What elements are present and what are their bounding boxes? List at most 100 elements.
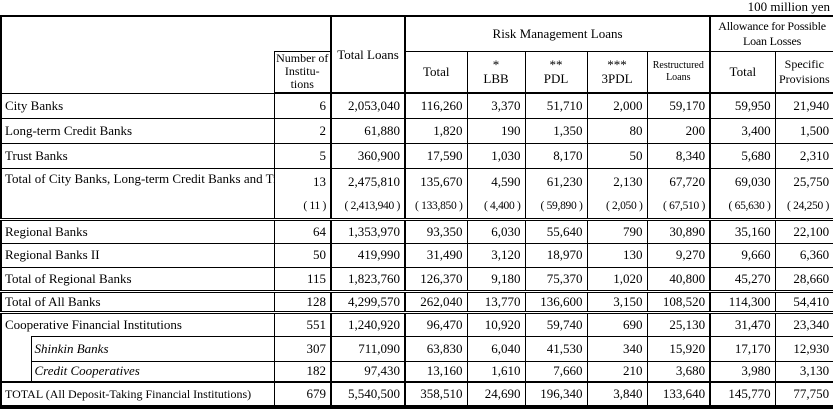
value-cell: 1,820 — [404, 117, 468, 144]
header-3pdl: *** 3PDL — [586, 50, 648, 94]
header-corner-lower — [1, 51, 274, 93]
value-cell: 790 — [586, 217, 648, 244]
value-cell: 200 — [646, 117, 711, 144]
value-paren: ( 2,413,940 ) — [344, 199, 401, 212]
value-cell: 190 — [466, 117, 526, 144]
value-cell: 6,360 — [774, 242, 833, 268]
value-cell: 77,750 — [774, 381, 833, 408]
header-restructured-loans: Restructured Loans — [646, 50, 711, 94]
value-cell: 130 — [586, 242, 648, 268]
value-paren: ( 67,510 ) — [663, 199, 706, 212]
header-allowance-total: Total — [709, 50, 776, 94]
value-cell: 25,750 ( 24,250 ) — [774, 167, 833, 220]
value-cell: 31,490 — [404, 242, 468, 268]
value-cell: 679 — [273, 381, 332, 408]
value-cell: 1,823,760 — [330, 266, 406, 292]
value-cell: 115 — [273, 266, 332, 292]
value-cell: 1,610 — [466, 360, 526, 383]
value-cell: 25,130 — [646, 310, 711, 337]
value-cell: 5 — [273, 142, 332, 169]
row-label: Regional Banks II — [0, 242, 275, 268]
value-cell: 96,470 — [404, 310, 468, 337]
value: 2,475,810 — [348, 173, 401, 189]
row-regional-banks: Regional Banks 64 1,353,970 93,350 6,030… — [0, 217, 833, 244]
value-cell: 136,600 — [524, 289, 588, 313]
header-rml-total: Total — [404, 50, 468, 94]
value-cell: 17,170 — [709, 335, 776, 362]
row-label: Cooperative Financial Institutions — [0, 310, 275, 336]
value-cell: 22,100 — [774, 217, 833, 244]
value-cell: 126,370 — [404, 266, 468, 292]
value-cell: 13 ( 11 ) — [273, 167, 332, 220]
value-cell: 31,470 — [709, 310, 776, 337]
value-cell: 340 — [586, 335, 648, 362]
value-cell: 210 — [586, 360, 648, 383]
value-cell: 419,990 — [330, 242, 406, 268]
value-cell: 2,310 — [774, 142, 833, 169]
row-total-all-banks: Total of All Banks 128 4,299,570 262,040… — [0, 289, 833, 313]
indent-spacer — [1, 336, 31, 361]
value-cell: 1,353,970 — [330, 217, 406, 244]
header-pdl: ** PDL — [524, 50, 588, 94]
value: 25,750 — [793, 173, 830, 189]
value-cell: 133,640 — [646, 381, 711, 408]
value-cell: 80 — [586, 117, 648, 144]
value-cell: 21,940 — [774, 92, 833, 119]
value-cell: 9,270 — [646, 242, 711, 268]
value-paren: ( 11 ) — [303, 199, 327, 212]
value-cell: 1,030 — [466, 142, 526, 169]
header-specific-provisions: Specific Provisions — [774, 50, 833, 94]
value-cell: 75,370 — [524, 266, 588, 292]
value-cell: 360,900 — [330, 142, 406, 169]
value-cell: 551 — [273, 310, 332, 337]
row-label: Regional Banks — [0, 217, 275, 244]
row-label: Total of Regional Banks — [0, 266, 275, 292]
value: 13 — [313, 173, 327, 189]
value-paren: ( 65,630 ) — [728, 199, 771, 212]
value: 67,720 — [669, 173, 706, 189]
row-label: Long-term Credit Banks — [0, 117, 275, 144]
value-paren: ( 4,400 ) — [483, 199, 521, 212]
row-label: Trust Banks — [0, 142, 275, 169]
value-cell: 3,130 — [774, 360, 833, 383]
row-city-banks: City Banks 6 2,053,040 116,260 3,370 51,… — [0, 92, 833, 119]
row-total-major-banks: Total of City Banks, Long-term Credit Ba… — [0, 167, 833, 220]
row-label: Shinkin Banks — [30, 335, 275, 362]
value-cell: 30,890 — [646, 217, 711, 244]
value-cell: 3,370 — [466, 92, 526, 119]
value-cell: 3,680 — [646, 360, 711, 383]
value-cell: 50 — [586, 142, 648, 169]
value-cell: 114,300 — [709, 289, 776, 313]
value-cell: 690 — [586, 310, 648, 337]
row-grand-total: TOTAL (All Deposit-Taking Financial Inst… — [0, 381, 833, 408]
value-cell: 6,040 — [466, 335, 526, 362]
value-cell: 6 — [273, 92, 332, 119]
value-cell: 69,030 ( 65,630 ) — [709, 167, 776, 220]
value-cell: 13,770 — [466, 289, 526, 313]
value-cell: 35,160 — [709, 217, 776, 244]
row-label: Total of All Banks — [0, 289, 275, 313]
value-cell: 2,000 — [586, 92, 648, 119]
value-cell: 196,340 — [524, 381, 588, 408]
row-label: Credit Cooperatives — [30, 360, 275, 383]
value-cell: 10,920 — [466, 310, 526, 337]
value-cell: 28,660 — [774, 266, 833, 292]
value-cell: 2,475,810 ( 2,413,940 ) — [330, 167, 406, 220]
value-cell: 13,160 — [404, 360, 468, 383]
value-cell: 1,240,920 — [330, 310, 406, 337]
value-cell: 711,090 — [330, 335, 406, 362]
value-cell: 4,590 ( 4,400 ) — [466, 167, 526, 220]
header-total-loans: Total Loans — [330, 15, 406, 94]
value: 69,030 — [734, 173, 771, 189]
header-risk-management-loans-group: Risk Management Loans — [404, 15, 711, 52]
value-cell: 41,530 — [524, 335, 588, 362]
value-cell: 97,430 — [330, 360, 406, 383]
indent-spacer — [1, 361, 31, 382]
value-cell: 2 — [273, 117, 332, 144]
value-cell: 3,980 — [709, 360, 776, 383]
value-cell: 59,740 — [524, 310, 588, 337]
value-cell: 128 — [273, 289, 332, 313]
value-cell: 18,970 — [524, 242, 588, 268]
value-cell: 64 — [273, 217, 332, 244]
row-regional-banks-ii: Regional Banks II 50 419,990 31,490 3,12… — [0, 242, 833, 268]
